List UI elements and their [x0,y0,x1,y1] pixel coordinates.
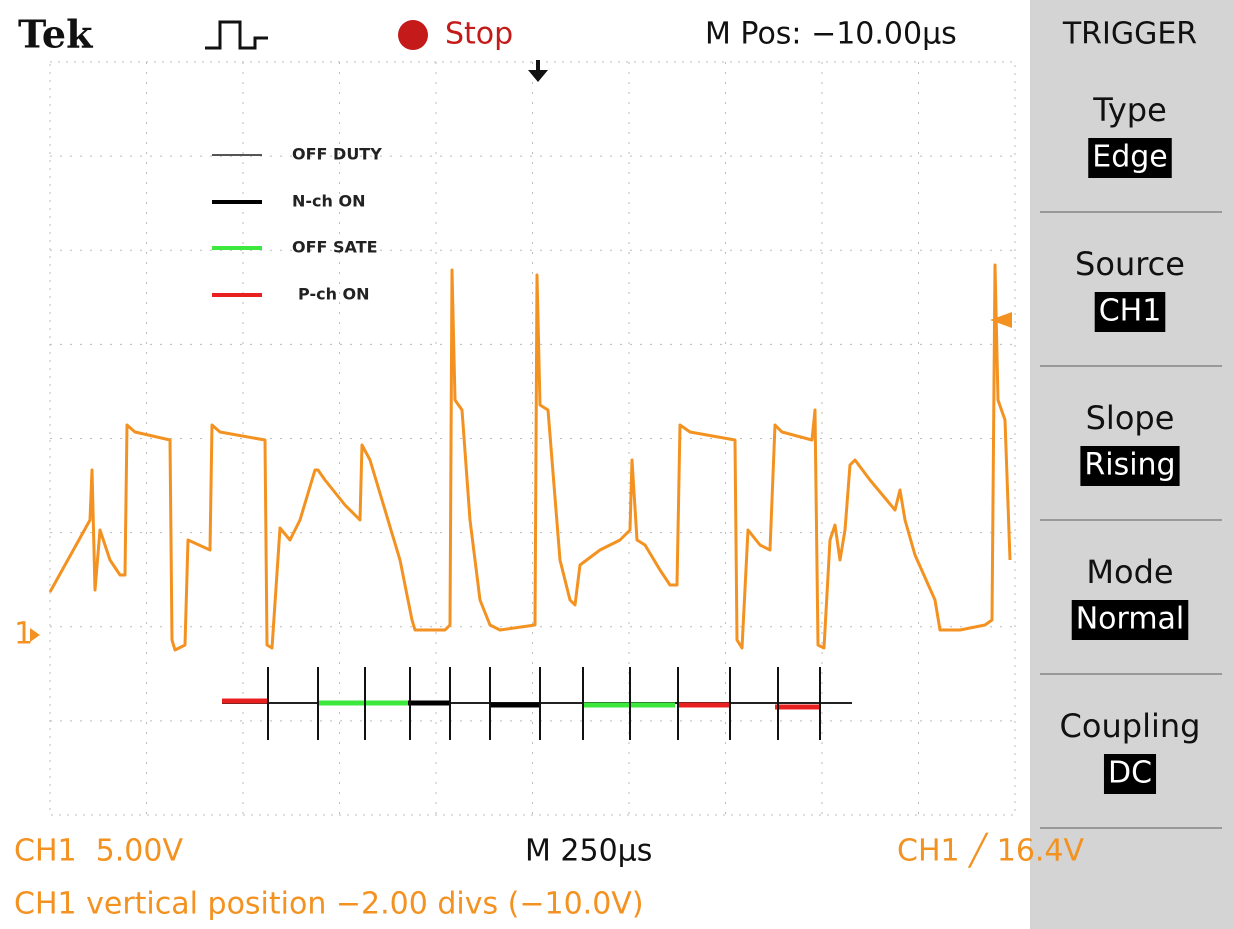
channel-scale: CH1 5.00V [14,834,183,869]
legend-label: OFF DUTY [292,145,382,164]
oscilloscope-screen: Tek Stop M Pos: −10.00µs TRIGGER OFF DUT… [0,0,1234,929]
legend-label: OFF SATE [292,238,378,257]
timebase: M 250µs [525,834,652,869]
menu-label: Mode [1086,553,1173,591]
status-message: CH1 vertical position −2.00 divs (−10.0V… [14,887,644,922]
menu-label: Type [1092,91,1167,129]
stop-icon [398,20,428,50]
menu-value: Normal [1076,602,1185,637]
horizontal-position: M Pos: −10.00µs [705,17,957,52]
menu-value: DC [1108,756,1152,791]
trigger-readout: CH1 ╱ 16.4V [897,833,1085,869]
run-status: Stop [445,17,513,52]
menu-label: Slope [1086,399,1175,437]
menu-title: TRIGGER [1062,17,1197,52]
menu-value: Edge [1092,140,1168,175]
menu-value: Rising [1084,448,1175,483]
menu-label: Source [1075,245,1185,283]
legend-label: P-ch ON [298,285,370,304]
brand: Tek [18,12,93,57]
menu-value: CH1 [1099,294,1162,329]
menu-label: Coupling [1060,707,1201,745]
legend-label: N-ch ON [292,192,365,211]
